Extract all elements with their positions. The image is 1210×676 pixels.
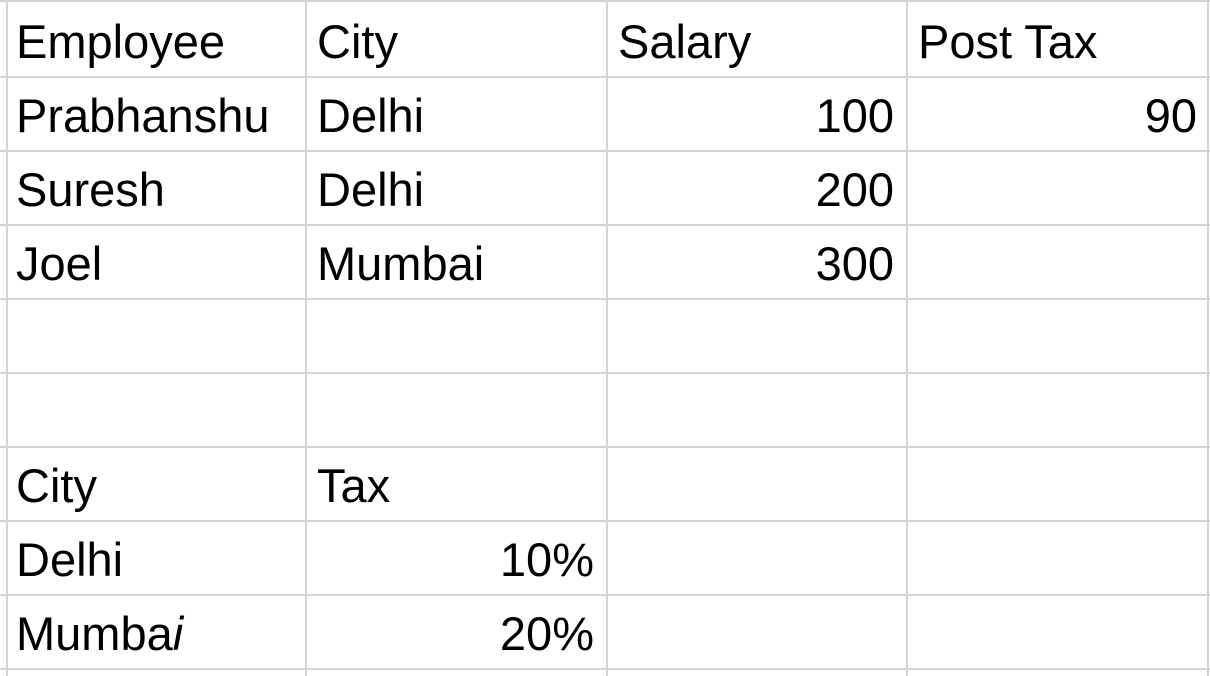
cell-tax[interactable]: 10% xyxy=(499,533,594,586)
cell-post-tax[interactable] xyxy=(908,227,1207,301)
header-cell-city[interactable]: City xyxy=(16,459,97,512)
row-gridline xyxy=(0,520,1210,522)
column-gridline xyxy=(606,0,608,676)
cell-salary[interactable]: 200 xyxy=(815,163,894,216)
cell-city[interactable]: Delhi xyxy=(317,163,425,216)
header-cell-employee[interactable]: Employee xyxy=(16,15,225,68)
row-gridline xyxy=(0,372,1210,374)
row-gridline xyxy=(0,298,1210,300)
row-gridline xyxy=(0,668,1210,670)
header-cell-tax[interactable]: Tax xyxy=(317,459,391,512)
cell-city[interactable]: Mumbai xyxy=(317,237,485,290)
cell-employee[interactable]: Suresh xyxy=(16,163,165,216)
row-gridline xyxy=(0,594,1210,596)
row-gridline xyxy=(0,224,1210,226)
column-gridline xyxy=(6,0,8,676)
row-gridline xyxy=(0,76,1210,78)
header-cell-post-tax[interactable]: Post Tax xyxy=(918,15,1098,68)
cell-city[interactable]: Delhi xyxy=(317,89,425,142)
header-cell-city[interactable]: City xyxy=(317,15,398,68)
row-gridline xyxy=(0,0,1210,2)
column-gridline xyxy=(906,0,908,676)
cell-city[interactable]: Delhi xyxy=(16,533,124,586)
cell-employee[interactable]: Joel xyxy=(16,237,103,290)
cell-city[interactable]: Mumbai xyxy=(6,597,305,671)
cell-city-text: Mumba xyxy=(16,607,173,660)
column-gridline xyxy=(305,0,307,676)
cell-salary[interactable]: 100 xyxy=(815,89,894,142)
cell-employee[interactable]: Prabhanshu xyxy=(16,89,270,142)
cell-post-tax[interactable] xyxy=(908,153,1207,227)
cell-salary[interactable]: 300 xyxy=(815,237,894,290)
cell-tax[interactable]: 20% xyxy=(499,607,594,660)
cell-post-tax[interactable]: 90 xyxy=(1144,89,1197,142)
row-gridline xyxy=(0,446,1210,448)
cell-city-italic-text: i xyxy=(172,607,184,660)
row-gridline xyxy=(0,150,1210,152)
column-gridline xyxy=(1207,0,1209,676)
header-cell-salary[interactable]: Salary xyxy=(618,15,752,68)
